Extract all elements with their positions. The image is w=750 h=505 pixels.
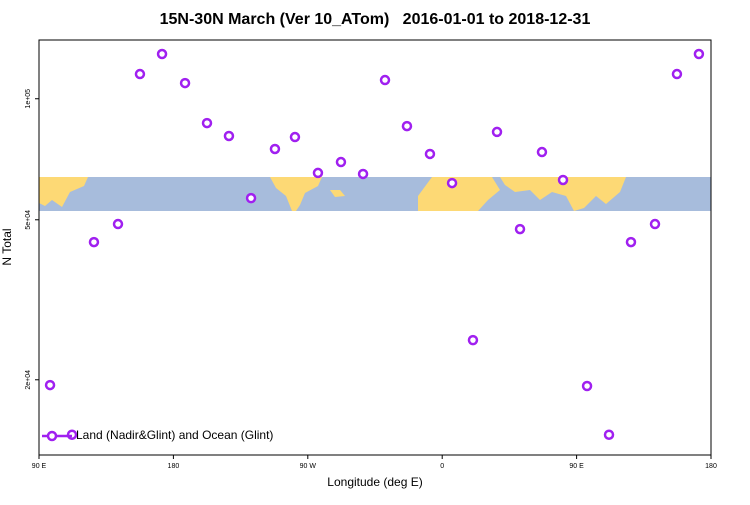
point [201, 117, 213, 129]
legend-label: Land (Nadir&Glint) and Ocean (Glint) [76, 428, 273, 442]
point [514, 223, 526, 235]
point [269, 143, 281, 155]
point [491, 126, 503, 138]
x-tick-label: 90 W [300, 463, 317, 470]
point [156, 48, 168, 60]
chart-title: 15N-30N March (Ver 10_ATom) 2016-01-01 t… [160, 11, 591, 28]
point [424, 148, 436, 160]
point [536, 146, 548, 158]
point [649, 218, 661, 230]
x-tick-label: 180 [705, 463, 717, 470]
point [134, 68, 146, 80]
plot-frame [38, 39, 712, 456]
x-axis-label: Longitude (deg E) [327, 475, 422, 489]
point [401, 120, 413, 132]
point [245, 192, 257, 204]
point [223, 130, 235, 142]
point [625, 236, 637, 248]
y-axis-label: N Total [0, 228, 14, 265]
point [66, 429, 78, 440]
x-tick-label: 90 E [569, 463, 584, 470]
point [335, 156, 347, 168]
point [88, 236, 100, 248]
point [693, 48, 705, 60]
x-tick-label: 90 E [32, 463, 47, 470]
y-tick-label: 2e+04 [25, 370, 32, 390]
x-tick-label: 180 [168, 463, 180, 470]
point [289, 131, 301, 143]
point [379, 74, 391, 86]
point [312, 167, 324, 179]
y-tick-label: 5e+04 [25, 210, 32, 230]
y-tick-label: 1e+05 [25, 89, 32, 109]
point [581, 380, 593, 392]
point [467, 334, 479, 346]
point [671, 68, 683, 80]
point [603, 429, 615, 440]
x-tick-label: 0 [440, 463, 444, 470]
point [44, 379, 56, 391]
point [179, 77, 191, 89]
legend-entry: Land (Nadir&Glint) and Ocean (Glint) [42, 428, 273, 442]
point [112, 218, 124, 230]
point [446, 177, 458, 189]
point [557, 174, 569, 186]
legend-marker [46, 430, 58, 442]
map-strip [39, 177, 711, 211]
point [357, 168, 369, 180]
